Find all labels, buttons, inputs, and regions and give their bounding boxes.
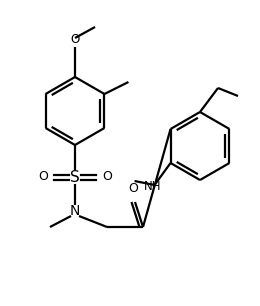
Text: N: N <box>70 204 80 218</box>
Text: O: O <box>70 33 80 46</box>
Text: S: S <box>70 170 80 185</box>
Text: O: O <box>102 170 112 184</box>
Text: O: O <box>38 170 48 184</box>
Text: NH: NH <box>144 180 161 193</box>
Text: O: O <box>128 182 138 195</box>
